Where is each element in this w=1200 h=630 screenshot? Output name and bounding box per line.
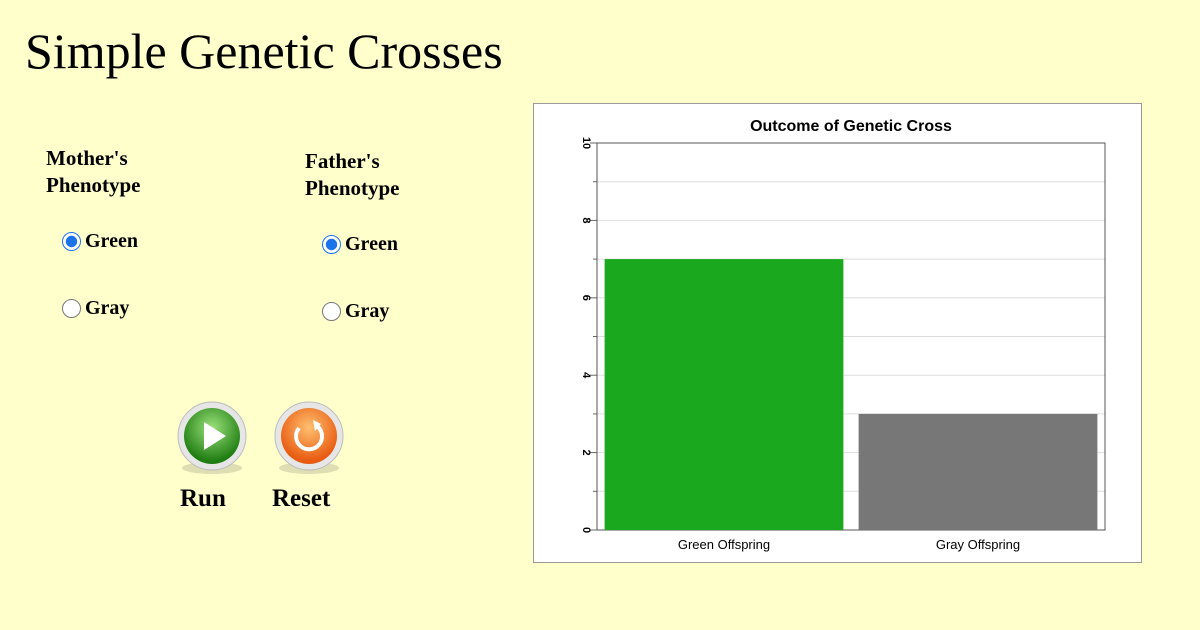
mother-option[interactable]: Green xyxy=(62,230,138,253)
option-label: Gray xyxy=(345,300,390,322)
radio[interactable] xyxy=(62,299,81,318)
option-label: Green xyxy=(345,233,398,255)
bar xyxy=(604,259,844,530)
mother-label: Mother's Phenotype xyxy=(46,146,141,197)
y-tick-label: 2 xyxy=(580,450,592,456)
option-label: Green xyxy=(85,230,138,252)
father-option[interactable]: Green xyxy=(322,233,398,256)
y-tick-label: 10 xyxy=(580,137,592,149)
y-tick-label: 4 xyxy=(580,372,592,379)
radio[interactable] xyxy=(62,232,81,251)
x-tick-label: Gray Offspring xyxy=(936,537,1020,552)
radio[interactable] xyxy=(322,235,341,254)
chart-title: Outcome of Genetic Cross xyxy=(750,118,952,135)
x-tick-label: Green Offspring xyxy=(678,537,770,552)
y-tick-label: 6 xyxy=(580,295,592,301)
radio[interactable] xyxy=(322,302,341,321)
run-label: Run xyxy=(180,485,226,512)
option-label: Gray xyxy=(85,297,130,319)
page-title: Simple Genetic Crosses xyxy=(25,23,503,79)
bar xyxy=(858,413,1098,530)
father-option[interactable]: Gray xyxy=(322,300,389,323)
plot-frame xyxy=(596,142,1106,531)
chart: Outcome of Genetic Cross 0 2 4 6 8 10 Green Of… xyxy=(533,103,1142,563)
y-tick-label: 8 xyxy=(580,217,592,223)
run-button[interactable] xyxy=(172,398,252,478)
father-label: Father's Phenotype xyxy=(305,149,400,200)
reset-button[interactable] xyxy=(269,398,349,478)
reset-label: Reset xyxy=(272,485,331,512)
y-tick-label: 0 xyxy=(580,527,592,533)
mother-option[interactable]: Gray xyxy=(62,297,129,320)
